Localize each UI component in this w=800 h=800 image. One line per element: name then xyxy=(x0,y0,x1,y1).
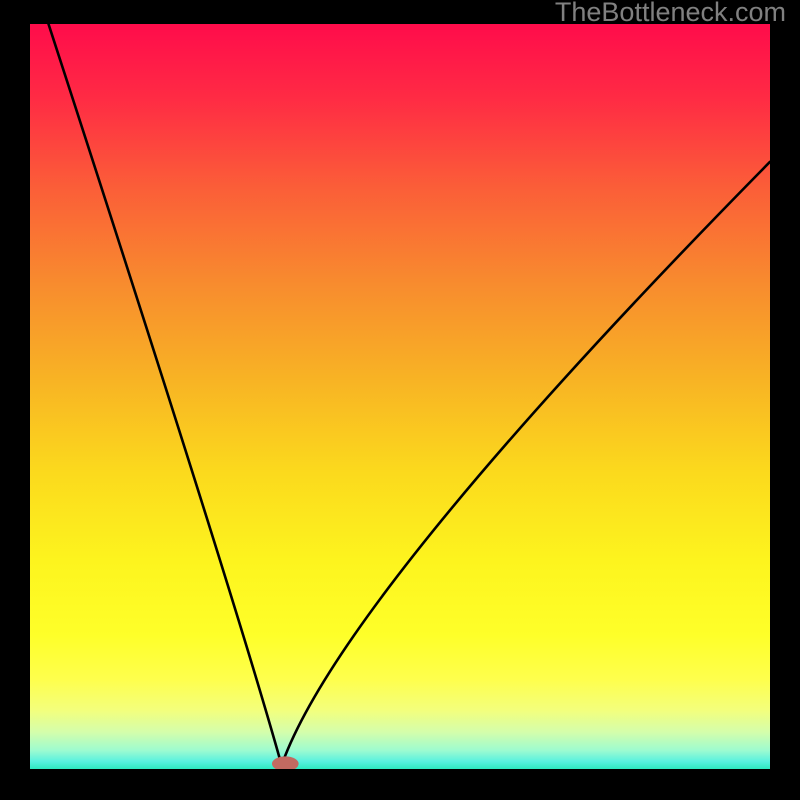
gradient-plot xyxy=(30,24,770,769)
chart-frame: TheBottleneck.com xyxy=(0,0,800,800)
gradient-background xyxy=(30,24,770,769)
